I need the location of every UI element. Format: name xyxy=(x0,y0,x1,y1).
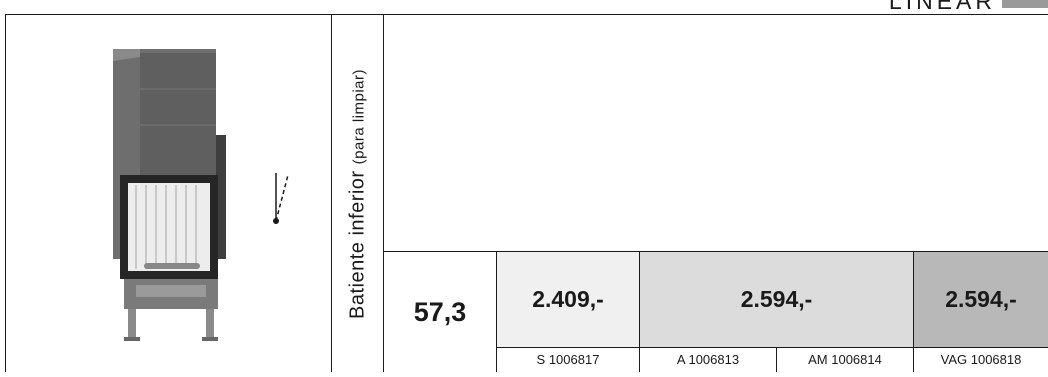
header-accent-swatch xyxy=(1002,0,1048,8)
page-header: LINEAR xyxy=(848,0,1048,14)
door-type-main: Batiente inferior xyxy=(346,169,369,319)
code-am: AM 1006814 xyxy=(808,352,882,367)
fireplace-image xyxy=(113,49,226,341)
price-cell-a-am: 2.594,- xyxy=(640,252,913,347)
price-cell-vag: 2.594,- xyxy=(914,252,1048,347)
door-type-sub: (para limpiar) xyxy=(350,68,368,164)
code-vag: VAG 1006818 xyxy=(940,352,1022,367)
price-cell-s: 2.409,- xyxy=(497,252,639,347)
header-title: LINEAR xyxy=(888,0,996,14)
divider-label xyxy=(383,14,384,372)
door-type-label: Batiente inferior (para limpiar) xyxy=(333,15,383,372)
door-swing-icon xyxy=(273,173,289,224)
product-image-cell xyxy=(6,15,331,372)
price-vag: 2.594,- xyxy=(945,286,1017,312)
divider-a-am-codes xyxy=(776,347,777,372)
divider-a-am xyxy=(913,251,914,372)
code-s: S 1006817 xyxy=(536,352,600,367)
divider-dim xyxy=(496,251,497,372)
divider-image xyxy=(331,14,332,372)
product-table xyxy=(5,14,1048,372)
divider-codes-row xyxy=(496,347,1048,348)
price-a-am: 2.594,- xyxy=(740,286,813,312)
divider-price-row xyxy=(383,251,1048,252)
price-s: 2.409,- xyxy=(532,286,604,312)
divider-s xyxy=(639,251,640,372)
code-a: A 1006813 xyxy=(676,352,740,367)
dimension-value: 57,3 xyxy=(413,296,467,327)
